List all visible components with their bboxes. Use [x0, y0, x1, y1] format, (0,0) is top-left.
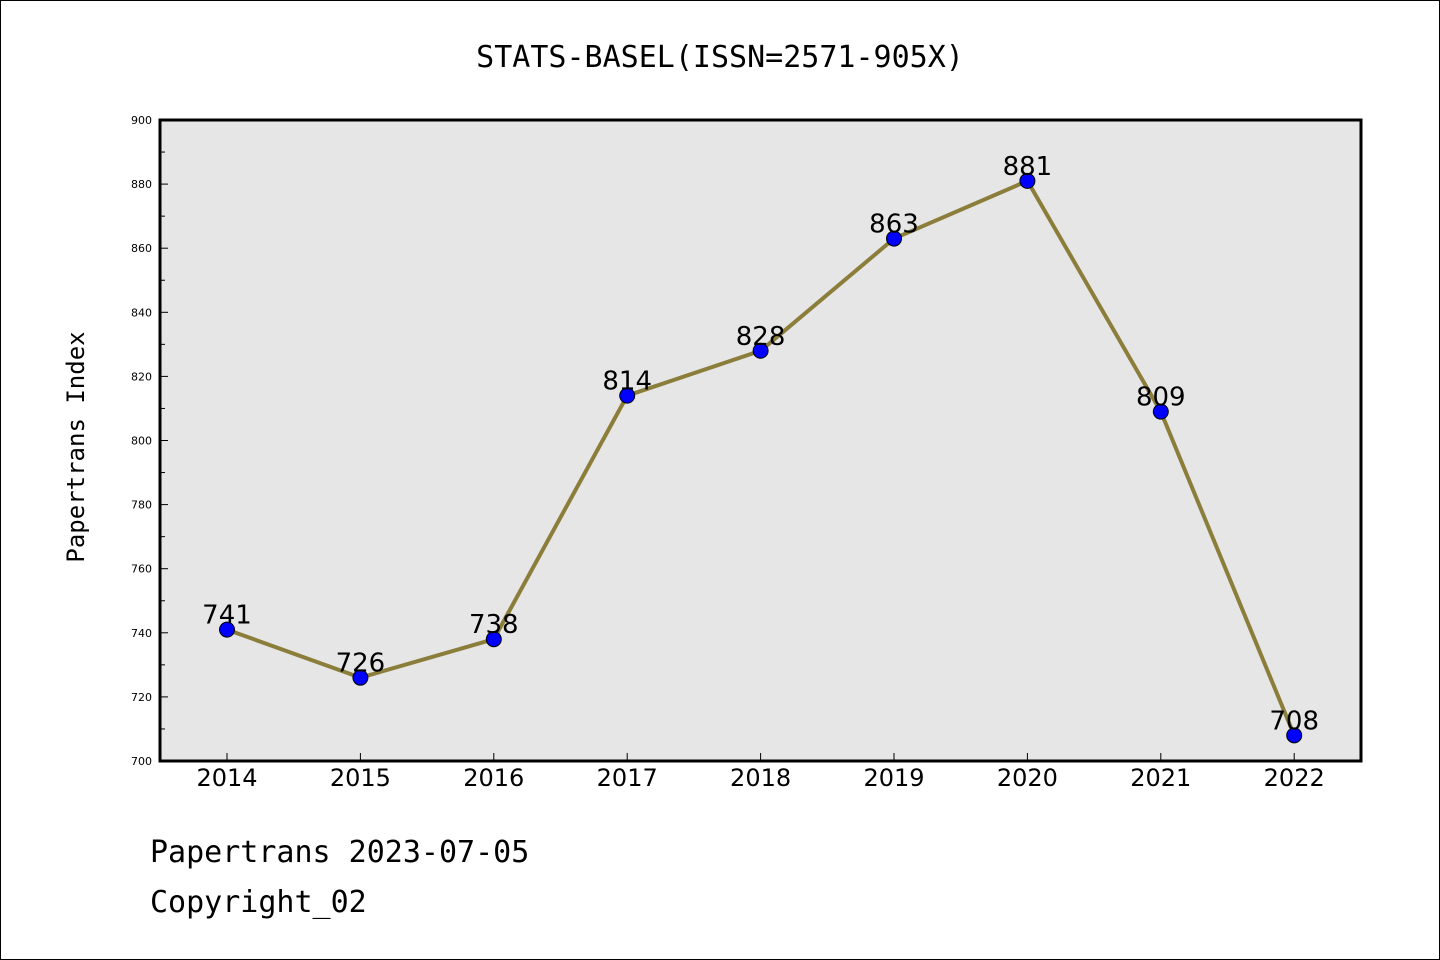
data-point-marker [1152, 403, 1169, 420]
x-tick-label: 2016 [463, 764, 524, 792]
x-tick-label: 2015 [330, 764, 391, 792]
data-point-marker [752, 342, 769, 359]
y-tick-label: 900 [131, 114, 152, 127]
x-tick-label: 2021 [1130, 764, 1191, 792]
y-tick-label: 740 [131, 627, 152, 640]
data-label: 814 [602, 367, 652, 397]
plot-area [160, 120, 1361, 761]
footer-date: Papertrans 2023-07-05 [150, 835, 530, 870]
data-point-marker [485, 631, 502, 648]
x-tick-label: 2019 [863, 764, 924, 792]
x-tick-label: 2022 [1264, 764, 1325, 792]
data-point-marker [1286, 727, 1303, 744]
data-label: 828 [736, 322, 786, 352]
y-tick-label: 700 [131, 755, 152, 768]
data-label: 738 [469, 610, 519, 640]
x-tick-label: 2018 [730, 764, 791, 792]
y-tick-label: 840 [131, 306, 152, 319]
x-tick-label: 2014 [196, 764, 257, 792]
data-label: 726 [336, 649, 386, 679]
data-point-marker [1019, 172, 1036, 189]
y-axis-label: Papertrans Index [62, 331, 90, 562]
x-axis-ticks: 2014 2015 2016 2017 2018 2019 2020 2021 2022 [196, 753, 1325, 792]
x-tick-label: 2017 [597, 764, 658, 792]
data-point-marker [219, 621, 235, 638]
y-tick-label: 880 [131, 178, 152, 191]
data-label: 863 [869, 210, 919, 240]
data-label: 741 [202, 601, 252, 631]
y-tick-label: 860 [131, 242, 152, 255]
y-axis-ticks: 700 720 740 760 780 800 820 840 860 880 900 [131, 114, 168, 768]
data-label: 708 [1269, 706, 1319, 736]
data-label: 809 [1136, 383, 1186, 413]
y-tick-label: 780 [131, 499, 152, 512]
y-tick-label: 760 [131, 563, 152, 576]
x-tick-label: 2020 [997, 764, 1058, 792]
y-tick-label: 800 [131, 435, 152, 448]
y-tick-label: 820 [131, 370, 152, 383]
data-labels: 741 726 738 814 828 863 881 809 708 [202, 152, 1319, 736]
chart-title: STATS-BASEL(ISSN=2571-905X) [476, 40, 964, 75]
series-layer [219, 172, 1303, 744]
plot-border [158, 118, 1363, 763]
data-label: 881 [1003, 152, 1053, 182]
data-point-marker [886, 230, 902, 247]
footer-copyright: Copyright_02 [150, 885, 367, 920]
data-point-marker [352, 669, 369, 686]
y-tick-label: 720 [131, 691, 152, 704]
data-point-marker [619, 387, 636, 404]
